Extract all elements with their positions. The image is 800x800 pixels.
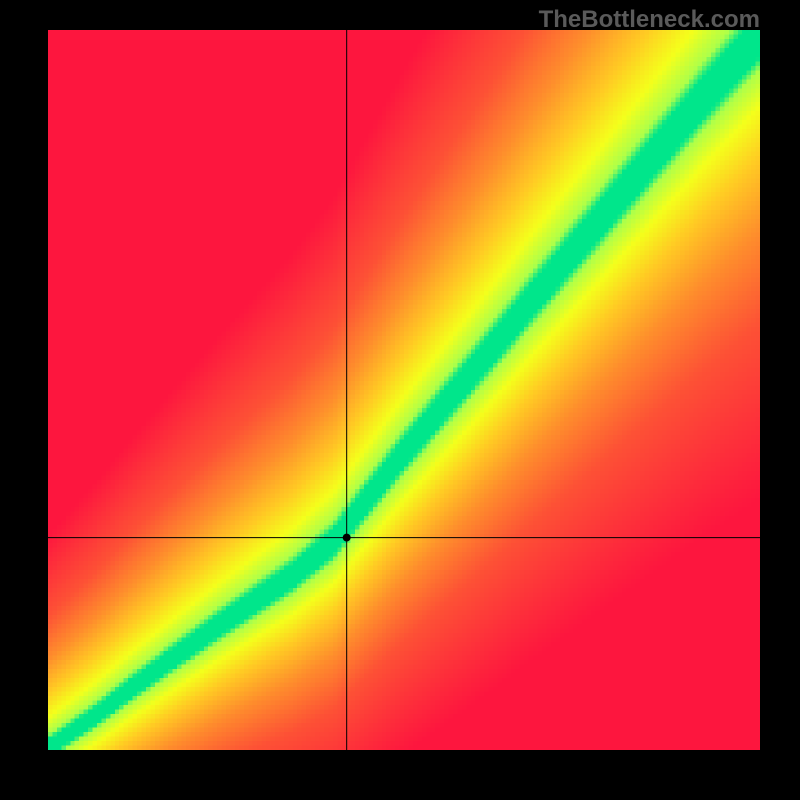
watermark-text: TheBottleneck.com (539, 6, 760, 34)
chart-container: TheBottleneck.com (0, 0, 800, 800)
bottleneck-heatmap (48, 30, 760, 750)
